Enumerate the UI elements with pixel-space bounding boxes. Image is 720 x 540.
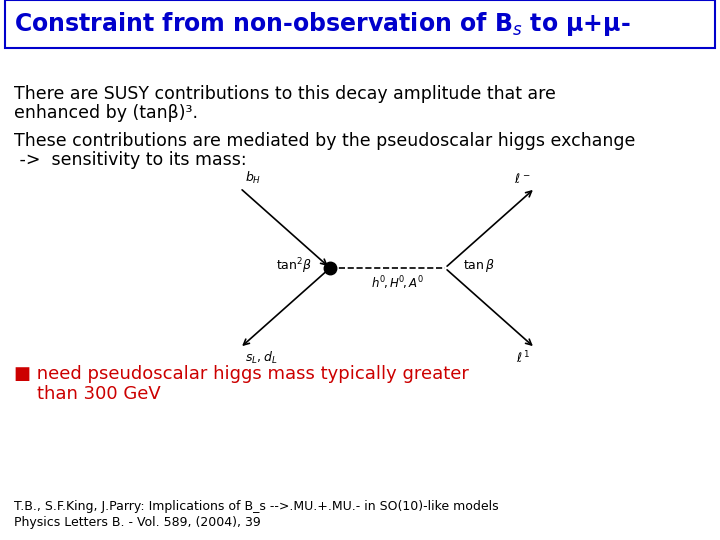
Bar: [5, 0, 715, 48]
Text: ■ need pseudoscalar higgs mass typically greater: ■ need pseudoscalar higgs mass typically…: [14, 365, 469, 383]
Text: There are SUSY contributions to this decay amplitude that are: There are SUSY contributions to this dec…: [14, 85, 556, 103]
Text: $\ell^{\,1}$: $\ell^{\,1}$: [516, 350, 530, 367]
Text: $\ell^-$: $\ell^-$: [513, 172, 530, 186]
Text: than 300 GeV: than 300 GeV: [14, 385, 161, 403]
Text: Physics Letters B. - Vol. 589, (2004), 39: Physics Letters B. - Vol. 589, (2004), 3…: [14, 516, 261, 529]
Text: $b_H$: $b_H$: [245, 170, 261, 186]
Text: $s_L, d_L$: $s_L, d_L$: [245, 350, 277, 366]
Text: Constraint from non-observation of B$_s$ to μ+μ-: Constraint from non-observation of B$_s$…: [14, 10, 631, 38]
Text: enhanced by (tanβ)³.: enhanced by (tanβ)³.: [14, 104, 198, 122]
Text: $h^0\!,H^0\!,A^0$: $h^0\!,H^0\!,A^0$: [371, 274, 424, 292]
Text: These contributions are mediated by the pseudoscalar higgs exchange: These contributions are mediated by the …: [14, 132, 635, 150]
Text: ->  sensitivity to its mass:: -> sensitivity to its mass:: [14, 151, 247, 169]
Text: $\tan^2\!\beta$: $\tan^2\!\beta$: [276, 256, 312, 276]
Text: $\tan\beta$: $\tan\beta$: [463, 258, 495, 274]
Text: T.B., S.F.King, J.Parry: Implications of B_s -->.MU.+.MU.- in SO(10)-like models: T.B., S.F.King, J.Parry: Implications of…: [14, 500, 499, 513]
